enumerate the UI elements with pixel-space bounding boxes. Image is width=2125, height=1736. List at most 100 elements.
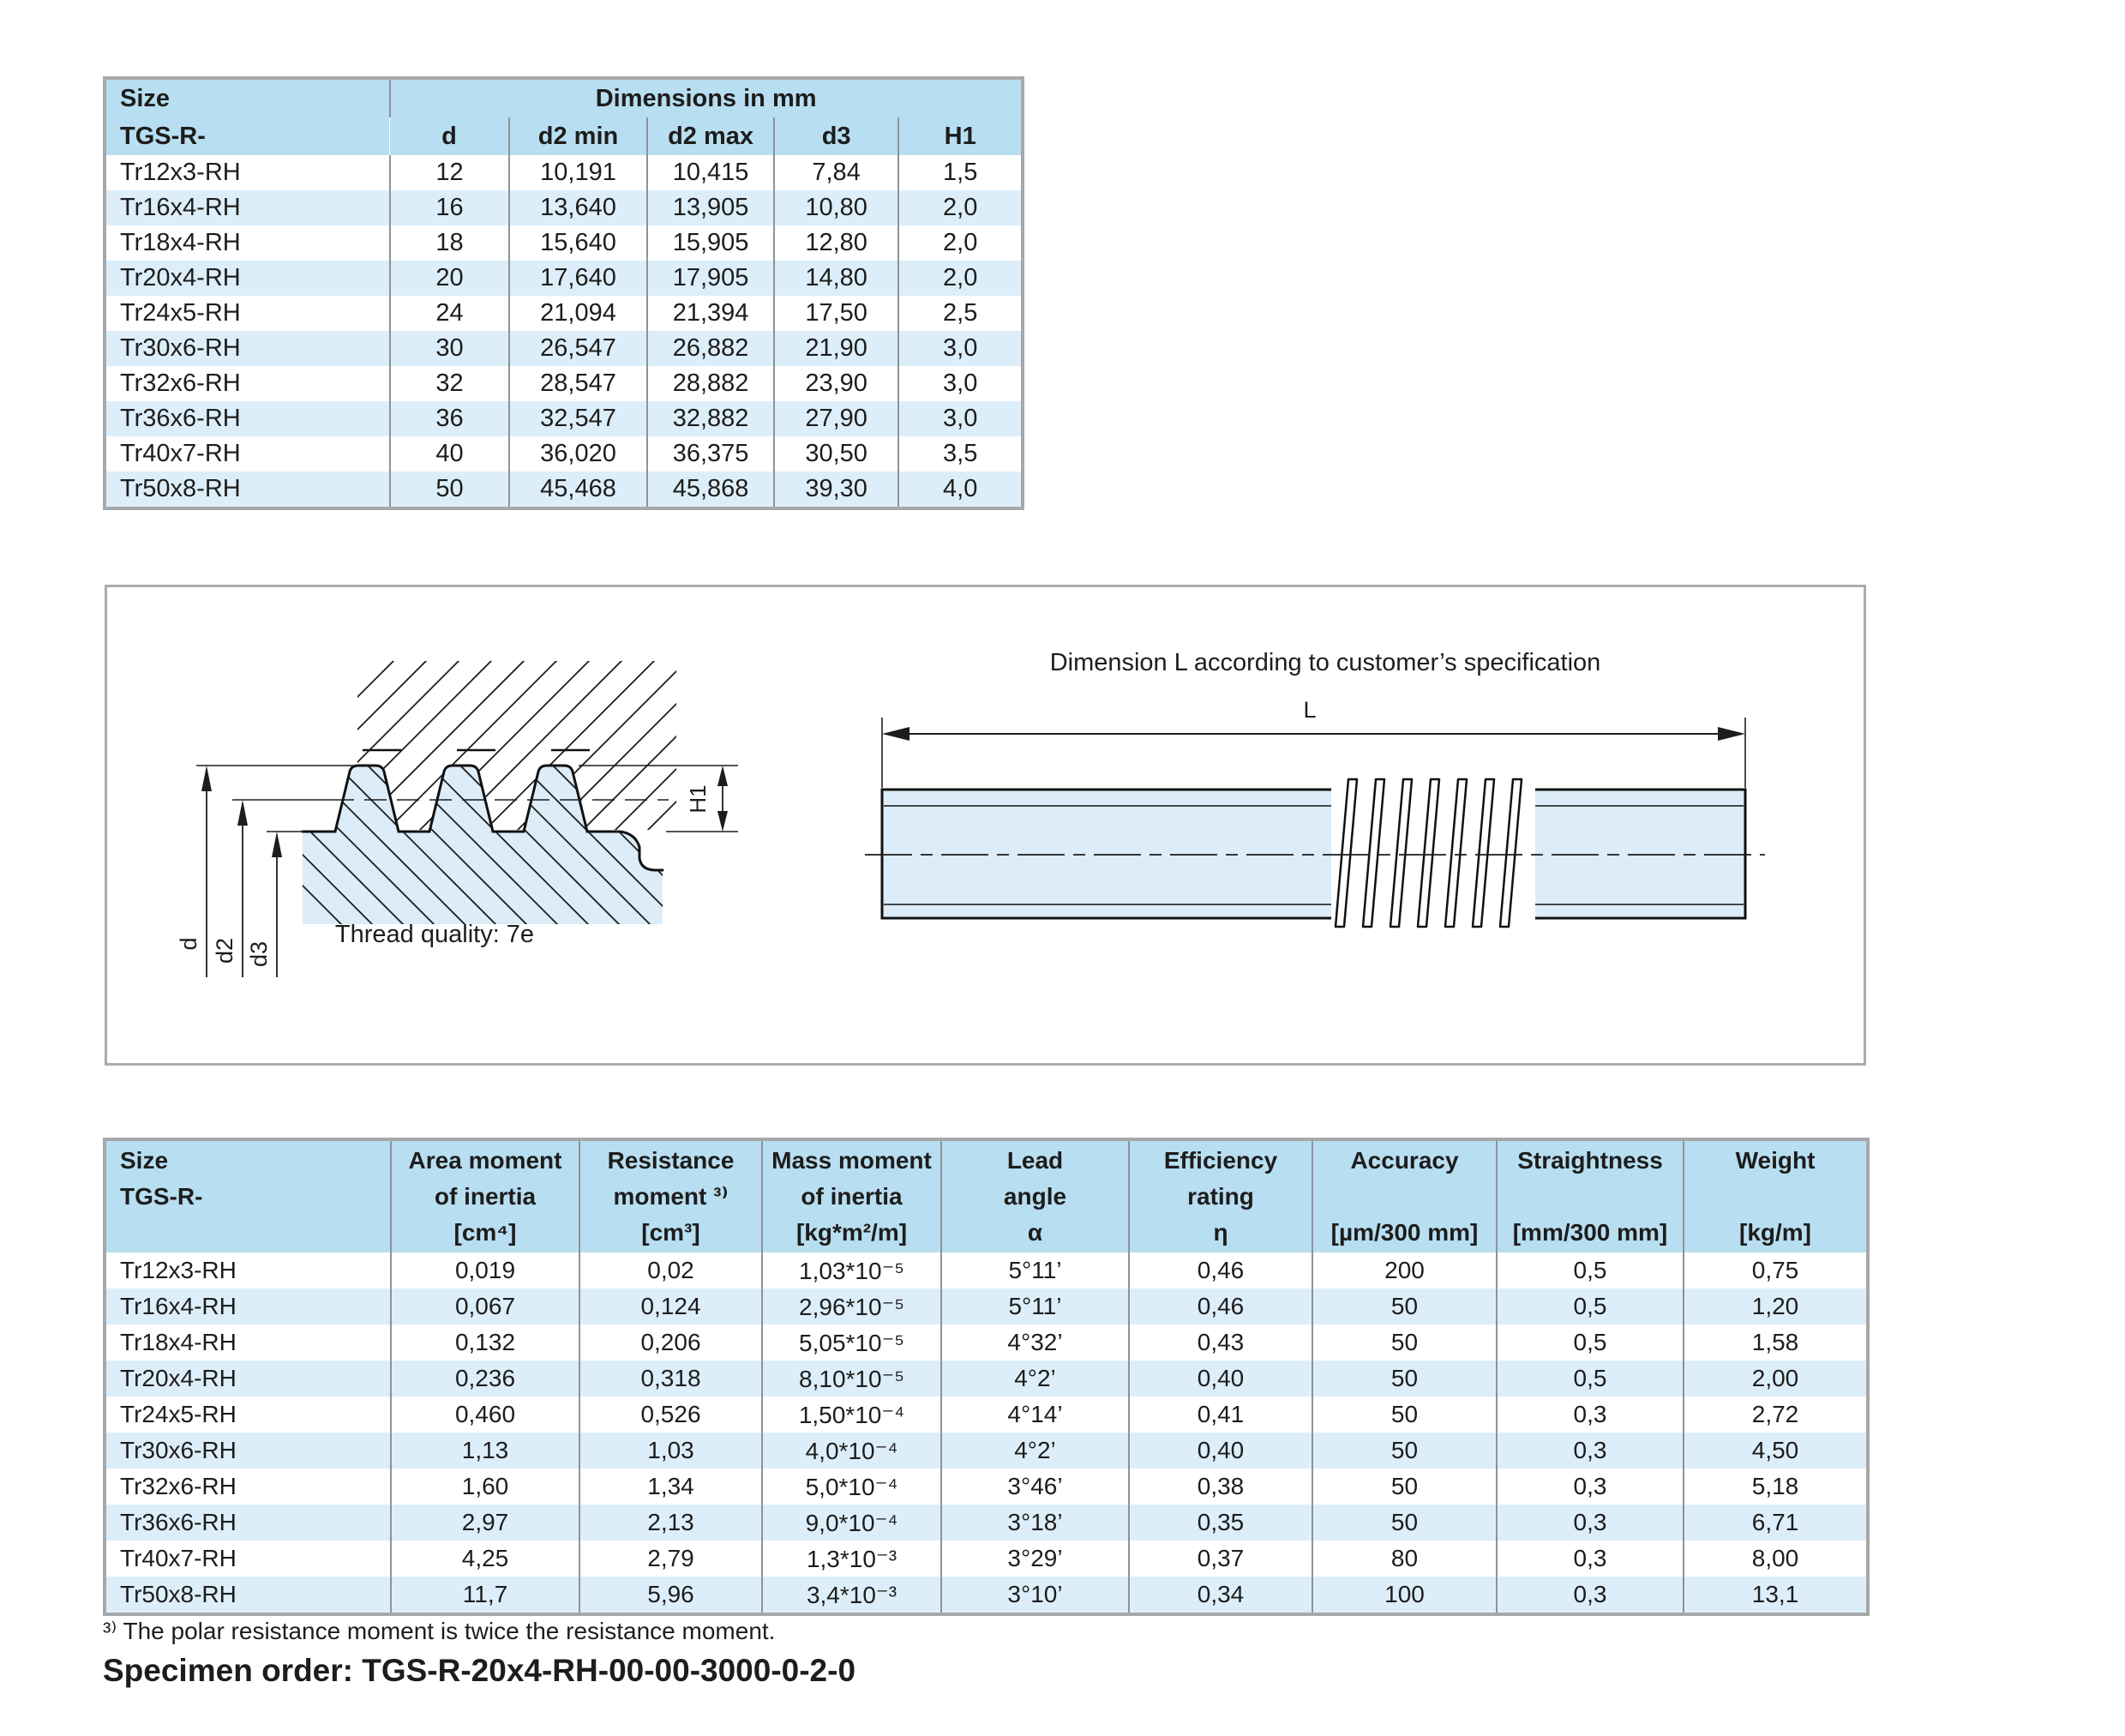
col-header-lead-angle: Lead angle α — [940, 1139, 1129, 1252]
shaft-body — [880, 788, 1747, 920]
d-cell: 32 — [389, 366, 509, 401]
weight-cell: 8,00 — [1683, 1541, 1868, 1577]
dimensions-span-header: Dimensions in mm — [389, 78, 1023, 117]
table-row: Tr12x3-RH 12 10,191 10,415 7,84 1,5 — [105, 155, 1023, 190]
d3-cell: 10,80 — [772, 190, 899, 225]
label-d: d — [176, 937, 201, 950]
dimension-caption: Dimension L according to customer’s spec… — [1050, 649, 1601, 676]
size-cell: Tr32x6-RH — [105, 1469, 391, 1505]
table-row: Tr50x8-RH 50 45,468 45,868 39,30 4,0 — [105, 472, 1023, 508]
size-cell: Tr40x7-RH — [105, 1541, 391, 1577]
l-extension-lines — [881, 718, 1746, 788]
size-cell: Tr32x6-RH — [105, 366, 391, 401]
table-row: Tr36x6-RH 2,97 2,13 9,0*10⁻⁴ 3°18’ 0,35 … — [105, 1505, 1868, 1541]
weight-cell: 6,71 — [1683, 1505, 1868, 1541]
d2min-cell: 15,640 — [507, 225, 648, 261]
accuracy-cell: 50 — [1312, 1433, 1497, 1469]
d2min-cell: 36,020 — [507, 436, 648, 472]
accuracy-cell: 80 — [1312, 1541, 1497, 1577]
table-row: Tr32x6-RH 1,60 1,34 5,0*10⁻⁴ 3°46’ 0,38 … — [105, 1469, 1868, 1505]
weight-cell: 1,58 — [1683, 1325, 1868, 1361]
table-row: Tr18x4-RH 18 15,640 15,905 12,80 2,0 — [105, 225, 1023, 261]
lead-angle-cell: 3°18’ — [940, 1505, 1129, 1541]
lead-angle-cell: 5°11’ — [940, 1288, 1129, 1325]
accuracy-cell: 50 — [1312, 1325, 1497, 1361]
col-header-d2min: d2 min — [507, 117, 648, 155]
mass-moment-cell: 8,10*10⁻⁵ — [761, 1361, 941, 1397]
size-cell: Tr20x4-RH — [105, 1361, 391, 1397]
d2max-cell: 32,882 — [646, 401, 774, 436]
weight-cell: 4,50 — [1683, 1433, 1868, 1469]
straightness-cell: 0,5 — [1496, 1325, 1684, 1361]
header-row-span: Size TGS-R- Dimensions in mm — [105, 78, 1023, 155]
accuracy-cell: 100 — [1312, 1577, 1497, 1614]
area-moment-cell: 0,067 — [390, 1288, 579, 1325]
efficiency-cell: 0,46 — [1128, 1288, 1312, 1325]
d-cell: 24 — [389, 296, 509, 331]
d-cell: 20 — [389, 261, 509, 296]
d3-cell: 30,50 — [772, 436, 899, 472]
lead-angle-cell: 5°11’ — [940, 1252, 1129, 1288]
table-row: Tr20x4-RH 0,236 0,318 8,10*10⁻⁵ 4°2’ 0,4… — [105, 1361, 1868, 1397]
thread-ridges — [1334, 778, 1523, 928]
d3-cell: 21,90 — [772, 331, 899, 366]
d2max-cell: 26,882 — [646, 331, 774, 366]
series-label: TGS-R- — [120, 123, 206, 150]
d2max-cell: 36,375 — [646, 436, 774, 472]
size-cell: Tr12x3-RH — [105, 155, 391, 190]
efficiency-cell: 0,38 — [1128, 1469, 1312, 1505]
area-moment-cell: 0,132 — [390, 1325, 579, 1361]
d2max-cell: 15,905 — [646, 225, 774, 261]
resistance-moment-cell: 0,318 — [579, 1361, 762, 1397]
efficiency-cell: 0,43 — [1128, 1325, 1312, 1361]
d2max-cell: 21,394 — [646, 296, 774, 331]
size-cell: Tr30x6-RH — [105, 1433, 391, 1469]
h1-cell: 2,5 — [897, 296, 1023, 331]
h1-cell: 3,5 — [897, 436, 1023, 472]
weight-cell: 2,72 — [1683, 1397, 1868, 1433]
weight-cell: 5,18 — [1683, 1469, 1868, 1505]
size-cell: Tr50x8-RH — [105, 472, 391, 508]
straightness-cell: 0,3 — [1496, 1469, 1684, 1505]
table-row: Tr16x4-RH 0,067 0,124 2,96*10⁻⁵ 5°11’ 0,… — [105, 1288, 1868, 1325]
col-header-resistance-moment: Resistance moment ³⁾ [cm³] — [579, 1139, 762, 1252]
lead-angle-cell: 4°14’ — [940, 1397, 1129, 1433]
dimensions-table: Size TGS-R- Dimensions in mm d d2 min d2… — [103, 76, 1024, 510]
area-moment-cell: 2,97 — [390, 1505, 579, 1541]
footnote: ³⁾ The polar resistance moment is twice … — [103, 1618, 776, 1644]
accuracy-cell: 50 — [1312, 1361, 1497, 1397]
resistance-moment-cell: 0,206 — [579, 1325, 762, 1361]
size-cell: Tr30x6-RH — [105, 331, 391, 366]
resistance-moment-cell: 0,02 — [579, 1252, 762, 1288]
mass-moment-cell: 3,4*10⁻³ — [761, 1577, 941, 1614]
efficiency-cell: 0,41 — [1128, 1397, 1312, 1433]
d2min-cell: 17,640 — [507, 261, 648, 296]
size-cell: Tr12x3-RH — [105, 1252, 391, 1288]
size-cell: Tr24x5-RH — [105, 296, 391, 331]
table-row: Tr12x3-RH 0,019 0,02 1,03*10⁻⁵ 5°11’ 0,4… — [105, 1252, 1868, 1288]
lead-angle-cell: 4°32’ — [940, 1325, 1129, 1361]
shaft-drawing: Dimension L according to customer’s spec… — [865, 649, 1765, 928]
table-row: Tr24x5-RH 0,460 0,526 1,50*10⁻⁴ 4°14’ 0,… — [105, 1397, 1868, 1433]
accuracy-cell: 50 — [1312, 1469, 1497, 1505]
technical-drawing-panel: d d2 d3 H1 Thread quality: 7e Dimension … — [105, 585, 1866, 1066]
table-row: Tr40x7-RH 40 36,020 36,375 30,50 3,5 — [105, 436, 1023, 472]
size-cell: Tr20x4-RH — [105, 261, 391, 296]
efficiency-cell: 0,40 — [1128, 1433, 1312, 1469]
d2min-cell: 26,547 — [507, 331, 648, 366]
area-moment-cell: 0,460 — [390, 1397, 579, 1433]
h1-cell: 2,0 — [897, 190, 1023, 225]
extension-lines — [196, 765, 738, 832]
d-cell: 40 — [389, 436, 509, 472]
col-header-area-moment: Area moment of inertia [cm⁴] — [390, 1139, 579, 1252]
size-cell: Tr16x4-RH — [105, 1288, 391, 1325]
d3-cell: 17,50 — [772, 296, 899, 331]
efficiency-cell: 0,46 — [1128, 1252, 1312, 1288]
diameter-dimension-arrows — [206, 769, 278, 977]
col-header-h1: H1 — [897, 117, 1023, 155]
d-cell: 50 — [389, 472, 509, 508]
l-arrow-left — [882, 727, 909, 741]
straightness-cell: 0,5 — [1496, 1252, 1684, 1288]
thread-profile-drawing: d d2 d3 H1 Thread quality: 7e — [176, 661, 738, 977]
